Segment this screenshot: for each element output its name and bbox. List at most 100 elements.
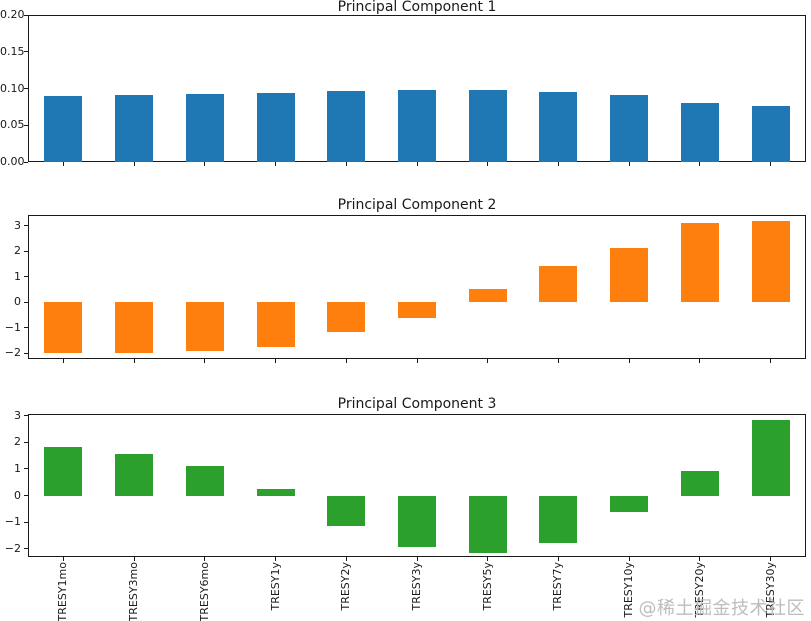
y-tick-pc1 [24,88,28,89]
x-tick-pc3 [557,557,559,561]
x-tick-label-tresy10y: TRESY10y [622,562,636,618]
bar-tresy7y-pc3 [539,495,578,544]
bar-tresy5y-pc1 [468,89,507,162]
y-tick-label-pc1: 0.20 [0,8,25,21]
x-tick-pc1 [416,162,418,166]
plot-area-pc2 [28,215,806,359]
y-tick-pc3 [24,415,28,417]
x-tick-pc1 [133,162,135,166]
y-tick-label-pc3: −1 [4,515,21,529]
bar-tresy20y-pc2 [680,222,719,303]
y-tick-label-pc3: −2 [4,541,21,555]
bar-tresy3mo-pc1 [115,95,154,162]
bar-tresy1y-pc3 [256,488,295,496]
x-tick-pc2 [557,359,559,363]
chart-title-pc3: Principal Component 3 [337,396,497,412]
x-tick-pc2 [204,359,206,363]
x-tick-pc3 [275,557,277,561]
y-tick-pc2 [24,327,28,329]
bar-tresy1mo-pc3 [44,447,83,496]
x-tick-label-tresy2y: TRESY2y [339,562,353,611]
x-tick-pc1 [345,162,347,166]
bar-tresy10y-pc3 [610,495,649,513]
x-tick-label-tresy5y: TRESY5y [480,562,494,611]
y-tick-label-pc2: −1 [4,320,21,334]
chart-title-pc1: Principal Component 1 [337,0,497,15]
bar-tresy2y-pc1 [327,91,366,162]
x-tick-pc3 [487,557,489,561]
y-tick-pc3 [24,521,28,523]
bar-tresy20y-pc3 [680,471,719,496]
x-tick-pc1 [204,162,206,166]
x-tick-pc3 [770,557,772,561]
x-tick-pc1 [62,162,64,166]
x-tick-label-tresy1y: TRESY1y [268,562,282,611]
y-tick-label-pc3: 3 [14,408,21,422]
bar-tresy3y-pc3 [398,495,436,548]
bar-tresy3mo-pc3 [115,454,154,496]
y-tick-label-pc3: 0 [14,488,21,502]
x-tick-pc3 [628,557,630,561]
bar-tresy5y-pc2 [468,288,507,303]
bar-tresy30y-pc1 [751,106,790,162]
y-tick-pc1 [24,51,28,53]
y-tick-label-pc2: 3 [14,218,21,232]
y-tick-pc2 [24,276,28,278]
x-tick-pc3 [133,557,135,561]
y-tick-label-pc2: 2 [14,244,21,258]
y-tick-label-pc1: 0.05 [0,118,25,132]
x-tick-pc3 [699,557,701,561]
x-tick-pc1 [628,162,630,166]
y-tick-pc2 [24,352,28,354]
x-tick-pc1 [557,162,559,166]
y-tick-label-pc2: 0 [14,295,21,309]
bar-tresy2y-pc2 [327,302,366,333]
x-tick-pc3 [204,557,206,561]
chart-title-pc2: Principal Component 2 [337,197,497,213]
x-tick-pc2 [62,359,64,363]
x-tick-label-tresy7y: TRESY7y [551,562,565,611]
bar-tresy5y-pc3 [468,495,507,553]
x-tick-pc3 [345,557,347,561]
y-tick-label-pc2: 1 [14,269,21,283]
x-tick-pc3 [62,557,64,561]
y-tick-pc3 [24,495,28,497]
bar-tresy3y-pc1 [398,89,436,162]
bar-tresy2y-pc3 [327,495,366,527]
bar-tresy30y-pc2 [751,220,790,303]
x-tick-pc1 [699,162,701,166]
x-tick-pc2 [133,359,135,363]
y-tick-pc3 [24,441,28,443]
y-tick-label-pc1: 0.15 [0,44,25,58]
y-tick-label-pc3: 1 [14,461,21,475]
y-tick-pc2 [24,225,28,227]
x-tick-pc2 [628,359,630,363]
x-tick-label-tresy6mo: TRESY6mo [197,562,211,621]
bar-tresy30y-pc3 [751,419,790,496]
x-tick-pc2 [487,359,489,363]
y-tick-pc1 [24,124,28,126]
x-tick-pc2 [699,359,701,363]
y-tick-label-pc1: 0.10 [0,81,25,95]
y-tick-pc1 [24,161,28,163]
x-tick-pc1 [770,162,772,166]
bar-tresy1mo-pc2 [44,302,83,353]
y-tick-pc2 [24,301,28,303]
x-tick-label-tresy1mo: TRESY1mo [56,562,70,621]
x-tick-label-tresy3y: TRESY3y [410,562,423,611]
y-tick-pc3 [24,468,28,470]
y-tick-pc2 [24,250,28,252]
x-tick-pc1 [487,162,489,166]
bar-tresy6mo-pc3 [185,466,224,496]
bar-tresy7y-pc1 [539,92,578,162]
bar-tresy10y-pc2 [610,248,649,303]
bar-tresy3mo-pc2 [115,302,154,353]
bar-tresy1y-pc2 [256,302,295,347]
bar-tresy7y-pc2 [539,266,578,303]
bar-tresy6mo-pc1 [185,93,224,162]
bar-tresy6mo-pc2 [185,302,224,352]
bar-tresy10y-pc1 [610,95,649,162]
